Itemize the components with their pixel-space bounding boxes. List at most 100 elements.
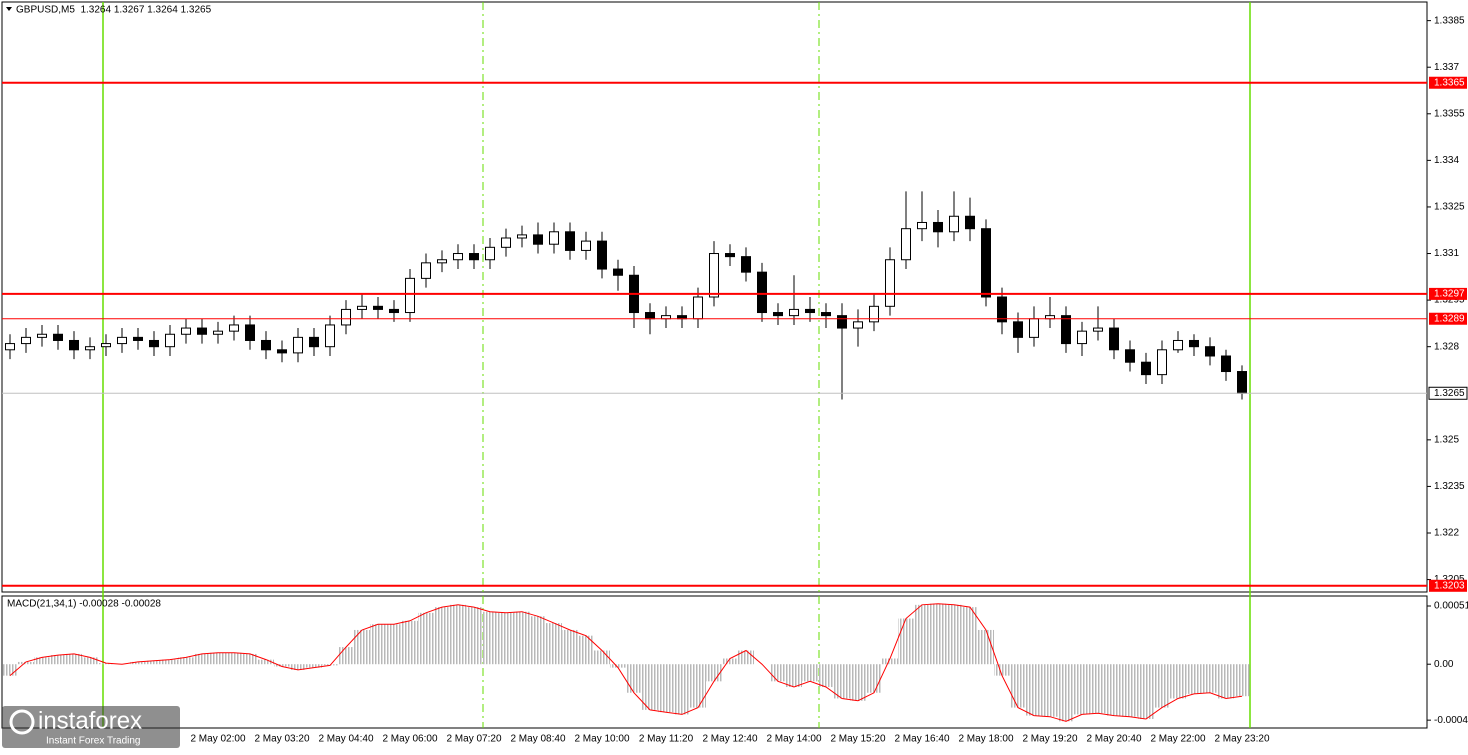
macd-bar — [690, 664, 706, 708]
macd-bar — [1138, 664, 1154, 720]
x-tick-label: 2 May 03:20 — [254, 734, 309, 745]
candle-body — [69, 339, 79, 351]
menu-arrow — [6, 7, 12, 11]
price-pane — [1, 1, 1428, 593]
candle-body — [117, 336, 127, 345]
y-tick-label: 1.3295 — [1434, 295, 1465, 306]
candle-body — [789, 308, 799, 317]
macd-bar — [18, 661, 34, 665]
candle-body — [229, 324, 239, 332]
macd-bar — [610, 664, 626, 668]
macd-bar — [578, 635, 594, 665]
candle-body — [613, 268, 623, 276]
x-tick-label: 2 May 10:00 — [574, 734, 629, 745]
macd-bar — [914, 604, 930, 665]
candle-body — [1029, 318, 1039, 338]
macd-bar — [946, 604, 962, 665]
y-tick-label: 1.331 — [1434, 248, 1459, 259]
x-tick-label: 2 May 18:00 — [958, 734, 1013, 745]
level-label: 1.3289 — [1434, 313, 1465, 324]
candle-body — [597, 240, 607, 270]
candle-body — [773, 312, 783, 317]
y-tick-label: 1.3355 — [1434, 108, 1465, 119]
candle-body — [949, 215, 959, 233]
candle-body — [1061, 315, 1071, 345]
current-price-box — [1428, 386, 1468, 400]
x-tick-label: 2 May 12:40 — [702, 734, 757, 745]
candle-body — [533, 234, 543, 245]
candle-body — [853, 321, 863, 329]
x-tick-label: 2 May 04:40 — [318, 734, 373, 745]
macd-bar — [1026, 664, 1042, 716]
x-tick-label: 2 May 20:40 — [1086, 734, 1141, 745]
macd-bar — [466, 607, 482, 665]
macd-bar — [802, 664, 818, 682]
y-tick-label: 1.3385 — [1434, 15, 1465, 26]
macd-bar — [978, 629, 994, 665]
y-tick-label: 1.322 — [1434, 528, 1459, 539]
candle-body — [197, 327, 207, 335]
macd-bar — [1218, 664, 1234, 699]
candle-body — [501, 237, 511, 248]
macd-bar — [1090, 664, 1106, 714]
candle-body — [341, 308, 351, 326]
macd-bar — [786, 664, 802, 688]
macd-bar — [1058, 664, 1074, 722]
macd-bar — [1202, 664, 1218, 693]
candle-body — [917, 221, 927, 230]
macd-pane — [1, 595, 1428, 729]
macd-bar — [930, 603, 946, 665]
y-tick-label: 0.00 — [1434, 659, 1454, 670]
macd-bar — [34, 657, 50, 665]
y-tick-label: 1.3235 — [1434, 481, 1465, 492]
macd-bar — [962, 607, 978, 665]
x-tick-label: 2 May 11:20 — [639, 734, 694, 745]
level-box — [1429, 312, 1467, 325]
macd-bar — [1042, 664, 1058, 717]
macd-bar — [306, 664, 322, 668]
macd-bar — [546, 623, 562, 665]
candle-body — [1205, 346, 1215, 357]
candle-body — [821, 312, 831, 317]
macd-bar — [162, 659, 178, 665]
candle-body — [725, 253, 735, 258]
candle-body — [757, 271, 767, 314]
candle-body — [389, 308, 399, 314]
macd-bar — [898, 618, 914, 665]
macd-bar — [1154, 664, 1170, 708]
macd-bar — [226, 652, 242, 665]
logo-box — [2, 706, 180, 748]
candle-body — [693, 296, 703, 320]
macd-bar — [98, 663, 114, 665]
candle-body — [1013, 321, 1023, 338]
macd-bar — [402, 620, 418, 665]
macd-bar — [642, 664, 658, 710]
macd-bar — [1106, 664, 1122, 716]
macd-bar — [1170, 664, 1186, 699]
logo-icon — [9, 709, 35, 735]
logo-brand: instaforex — [38, 707, 142, 734]
candle-body — [1221, 355, 1231, 373]
macd-bar — [2, 664, 18, 676]
x-tick-label: 2 May 22:00 — [1150, 734, 1205, 745]
y-tick-label: 0.00051 — [1434, 601, 1468, 612]
macd-bar — [706, 664, 722, 682]
candle-body — [1109, 327, 1119, 351]
candle-body — [869, 305, 879, 323]
level-box — [1429, 287, 1467, 300]
candle-body — [1093, 327, 1103, 332]
macd-bar — [562, 629, 578, 665]
macd-bar — [866, 664, 882, 693]
y-tick-label: 1.328 — [1434, 341, 1459, 352]
candle-body — [901, 228, 911, 261]
candle-body — [1157, 349, 1167, 376]
macd-bar — [530, 616, 546, 665]
macd-bar — [434, 607, 450, 665]
x-tick-label: 2 May 23:20 — [1214, 734, 1269, 745]
macd-signal-line — [9, 603, 1243, 722]
candle-body — [101, 343, 111, 348]
candle-body — [37, 333, 47, 338]
macd-bar — [274, 664, 290, 667]
candle-body — [1077, 330, 1087, 345]
